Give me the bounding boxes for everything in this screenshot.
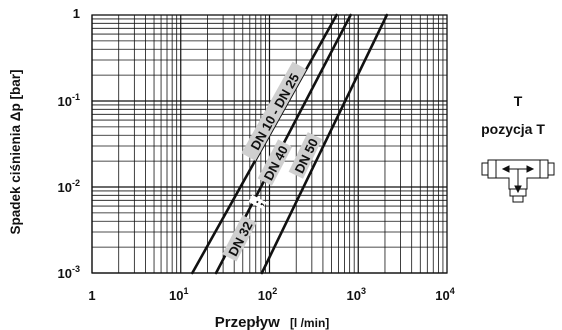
tick-label-base: 1	[73, 6, 80, 21]
side-panel-title: T	[514, 93, 523, 109]
x-axis-title-unit: [l /min]	[290, 316, 329, 330]
series-label-text: DN 32	[225, 219, 255, 259]
x-tick-labels: 1 101 102 103 104	[88, 286, 454, 303]
y-tick-label-2: 10-1	[58, 92, 80, 109]
x-tick-label-5: 104	[435, 286, 454, 303]
series-label-text: ;	[251, 197, 266, 208]
grid	[91, 15, 447, 274]
series-label-2: DN 32	[222, 215, 257, 262]
tick-label-base: 10	[58, 180, 72, 195]
series-label-background	[248, 194, 267, 210]
series-label-background	[241, 61, 307, 161]
tick-label-base: 1	[88, 288, 95, 303]
x-tick-label-3: 102	[258, 286, 277, 303]
series-label-background	[257, 139, 293, 186]
y-tick-label-4: 10-3	[58, 264, 80, 281]
tick-label-exponent: 2	[272, 286, 277, 296]
x-axis-title: Przepływ [l /min]	[215, 314, 330, 330]
series-line-3	[260, 13, 389, 275]
side-panel-subtitle: pozycja T	[481, 121, 545, 137]
plot-frame	[91, 14, 448, 274]
tick-label-exponent: -1	[72, 92, 80, 102]
series-label-background	[222, 215, 257, 262]
y-axis-title: Spadek ciśnienia Δp [bar]	[8, 70, 23, 235]
tick-label-exponent: -2	[72, 178, 80, 188]
y-tick-labels: 110-110-210-3	[58, 6, 80, 281]
x-tick-label-4: 103	[347, 286, 366, 303]
tick-label-base: 10	[258, 288, 272, 303]
series-label-3: ;	[248, 194, 267, 210]
y-tick-label-1: 1	[73, 6, 80, 21]
x-axis-title-main: Przepływ	[215, 314, 280, 330]
tick-label-base: 10	[435, 288, 449, 303]
tick-label-exponent: 1	[183, 286, 188, 296]
tick-label-exponent: 3	[361, 286, 366, 296]
tick-label-base: 10	[58, 266, 72, 281]
tick-label-base: 10	[169, 288, 183, 303]
tick-label-base: 10	[347, 288, 361, 303]
x-tick-label-2: 101	[169, 286, 188, 303]
tick-label-base: 10	[58, 94, 72, 109]
tee-valve-flow-icon	[481, 159, 555, 203]
side-panel: T pozycja T	[481, 93, 555, 203]
tick-label-exponent: -3	[72, 264, 80, 274]
y-tick-label-3: 10-2	[58, 178, 80, 195]
x-tick-label-1: 1	[88, 288, 95, 303]
tick-label-exponent: 4	[450, 286, 455, 296]
series-label-background	[288, 132, 323, 179]
